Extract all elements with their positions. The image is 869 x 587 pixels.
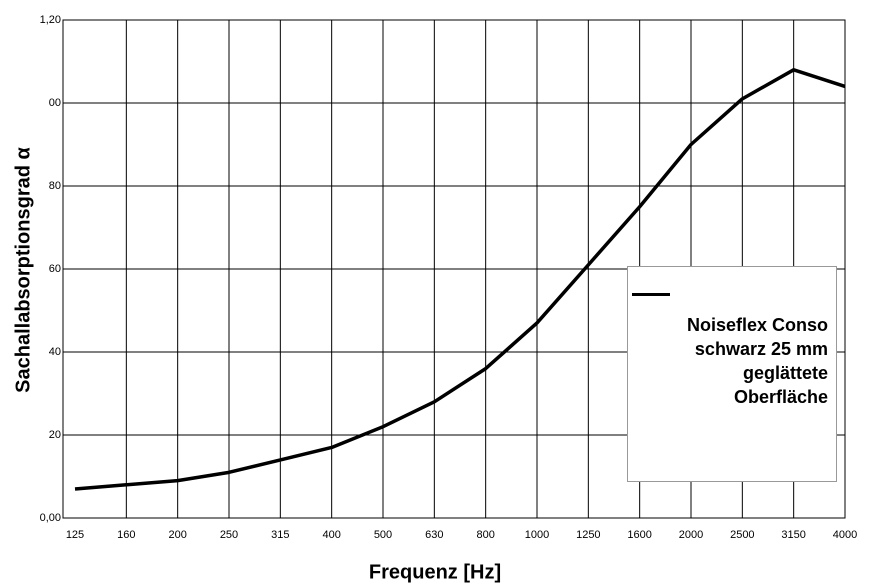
y-tick-label: 00 xyxy=(49,97,61,109)
x-tick-label: 2000 xyxy=(679,529,703,541)
legend-label: Noiseflex Conso schwarz 25 mm geglättete… xyxy=(686,315,828,407)
x-tick-label: 315 xyxy=(271,529,289,541)
x-tick-label: 400 xyxy=(322,529,340,541)
x-tick-label: 1000 xyxy=(525,529,549,541)
x-tick-label: 125 xyxy=(66,529,84,541)
x-tick-label: 200 xyxy=(168,529,186,541)
y-tick-label: 60 xyxy=(49,263,61,275)
x-tick-label: 160 xyxy=(117,529,135,541)
x-tick-label: 800 xyxy=(476,529,494,541)
y-tick-label: 0,00 xyxy=(40,512,61,524)
x-tick-label: 1600 xyxy=(627,529,651,541)
y-tick-label: 80 xyxy=(49,180,61,192)
x-tick-label: 250 xyxy=(220,529,238,541)
y-tick-label: 40 xyxy=(49,346,61,358)
x-axis-title: Frequenz [Hz] xyxy=(369,561,501,583)
data-line xyxy=(74,68,846,491)
x-tick-label: 4000 xyxy=(833,529,857,541)
y-axis-title: Sachallabsorptionsgrad α xyxy=(12,146,34,392)
x-tick-label: 500 xyxy=(374,529,392,541)
legend: Noiseflex Conso schwarz 25 mm geglättete… xyxy=(627,266,837,482)
y-tick-label: 1,20 xyxy=(40,14,61,26)
y-tick-label: 20 xyxy=(49,429,61,441)
x-tick-label: 630 xyxy=(425,529,443,541)
x-tick-label: 2500 xyxy=(730,529,754,541)
x-tick-label: 1250 xyxy=(576,529,600,541)
legend-swatch xyxy=(632,293,670,296)
x-tick-label: 3150 xyxy=(781,529,805,541)
